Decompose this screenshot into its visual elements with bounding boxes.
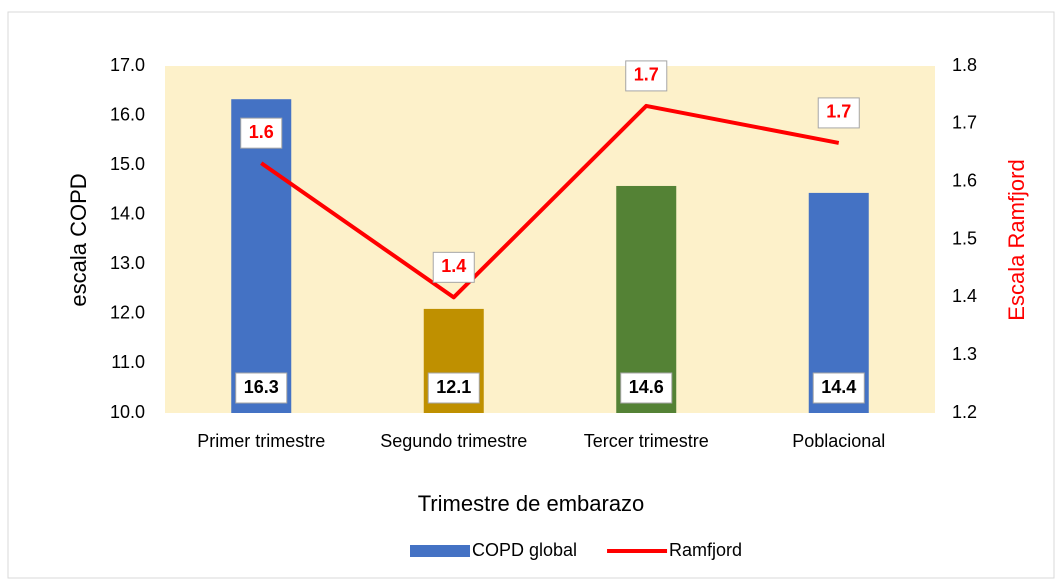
data-label-box (620, 372, 673, 404)
data-label-box (625, 60, 668, 92)
data-label-group: 1.7 (625, 60, 668, 92)
x-tick-label: Poblacional (792, 431, 886, 451)
x-tick-label: Tercer trimestre (583, 431, 709, 451)
data-label-box (427, 372, 480, 404)
legend-label: COPD global (472, 540, 577, 560)
data-label-box (432, 251, 475, 283)
y2-tick-label: 1.6 (952, 170, 977, 190)
line-value-label: 1.6 (249, 122, 274, 142)
plot-area (165, 66, 935, 413)
y2-tick-label: 1.5 (952, 228, 977, 248)
bar-value-label: 14.4 (821, 377, 856, 397)
bar (231, 99, 292, 413)
y-tick-label: 13.0 (110, 253, 145, 273)
y2-tick-label: 1.4 (952, 286, 977, 306)
y-tick-label: 17.0 (110, 55, 145, 75)
bar-value-label: 14.6 (629, 377, 664, 397)
data-label-group: 16.3 (235, 372, 288, 404)
line-value-label: 1.7 (826, 102, 851, 122)
legend-label: Ramfjord (669, 540, 742, 560)
x-tick-label: Segundo trimestre (380, 431, 528, 451)
y2-axis-title: Escala Ramfjord (1004, 159, 1029, 320)
data-label-group: 14.6 (620, 372, 673, 404)
data-label-box (812, 372, 865, 404)
x-tick-label: Primer trimestre (197, 431, 326, 451)
data-label-group: 1.6 (240, 117, 283, 149)
data-label-group: 1.4 (432, 251, 475, 283)
line-value-label: 1.4 (441, 256, 466, 276)
y2-tick-label: 1.8 (952, 55, 977, 75)
bar-value-label: 16.3 (244, 377, 279, 397)
y2-tick-label: 1.3 (952, 344, 977, 364)
y2-tick-label: 1.7 (952, 113, 977, 133)
y2-tick-label: 1.2 (952, 402, 977, 422)
y-tick-label: 15.0 (110, 154, 145, 174)
y-tick-label: 14.0 (110, 203, 145, 223)
bar-value-label: 12.1 (436, 377, 471, 397)
line-value-label: 1.7 (634, 65, 659, 85)
data-label-group: 1.7 (817, 97, 860, 129)
data-label-box (817, 97, 860, 129)
data-label-group: 12.1 (427, 372, 480, 404)
data-label-box (235, 372, 288, 404)
y-tick-label: 16.0 (110, 104, 145, 124)
data-label-group: 14.4 (812, 372, 865, 404)
line (260, 103, 840, 300)
data-label-box (240, 117, 283, 149)
x-axis-title: Trimestre de embarazo (418, 491, 645, 516)
y-tick-label: 11.0 (111, 352, 145, 372)
y-tick-label: 12.0 (110, 303, 145, 323)
y-tick-label: 10.0 (110, 402, 145, 422)
y-axis-title: escala COPD (66, 173, 91, 306)
legend-swatch (410, 545, 470, 557)
